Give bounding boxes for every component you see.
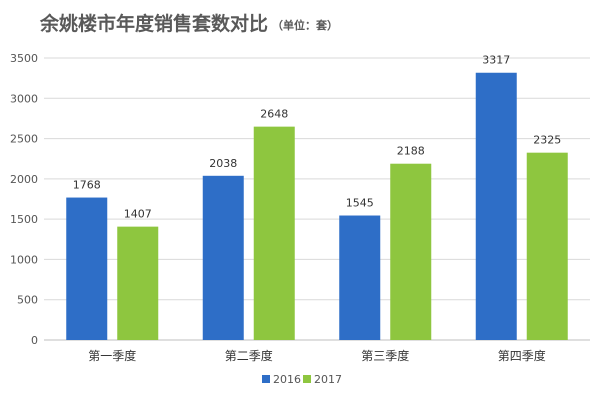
data-label-2016-3: 1545: [346, 197, 374, 210]
y-tick-label: 1000: [10, 253, 38, 266]
legend-swatch-2017: [303, 375, 311, 383]
data-label-2017-3: 2188: [397, 145, 425, 158]
y-tick-label: 3000: [10, 92, 38, 105]
legend-label-2016: 2016: [273, 373, 301, 386]
x-category-label: 第四季度: [498, 348, 546, 363]
y-tick-label: 1500: [10, 213, 38, 226]
data-label-2016-1: 1768: [73, 179, 101, 192]
data-label-2016-4: 3317: [482, 54, 510, 67]
y-tick-label: 2000: [10, 173, 38, 186]
bar-2016-1: [66, 197, 108, 340]
chart-title: 余姚楼市年度销售套数对比: [39, 12, 268, 35]
bar-2016-2: [202, 175, 244, 340]
y-axis-ticks: 0 500 1000 1500 2000 2500 3000 3500: [10, 52, 38, 347]
chart-subtitle: （单位：套）: [272, 18, 338, 32]
legend: 2016 2017: [262, 373, 342, 386]
data-label-2016-2: 2038: [209, 157, 237, 170]
data-label-2017-1: 1407: [124, 208, 152, 221]
x-category-label: 第一季度: [88, 348, 136, 363]
x-category-label: 第二季度: [225, 348, 273, 363]
bar-2017-2: [253, 126, 295, 341]
bar-2017-1: [117, 226, 159, 340]
data-labels: 1768 1407 2038 2648 1545 2188 3317 2325: [73, 54, 562, 221]
y-tick-label: 2500: [10, 133, 38, 146]
bar-2017-3: [390, 163, 432, 340]
bar-2016-3: [339, 215, 381, 340]
x-category-label: 第三季度: [361, 348, 409, 363]
legend-label-2017: 2017: [314, 373, 342, 386]
y-tick-label: 500: [17, 294, 38, 307]
bar-2016-4: [475, 72, 517, 340]
category-labels: 第一季度 第二季度 第三季度 第四季度: [88, 348, 546, 363]
y-tick-label: 3500: [10, 52, 38, 65]
y-tick-label: 0: [31, 334, 38, 347]
bar-2017-4: [526, 152, 568, 340]
legend-swatch-2016: [262, 375, 270, 383]
bars: [66, 72, 568, 341]
data-label-2017-2: 2648: [260, 108, 288, 121]
data-label-2017-4: 2325: [533, 134, 561, 147]
